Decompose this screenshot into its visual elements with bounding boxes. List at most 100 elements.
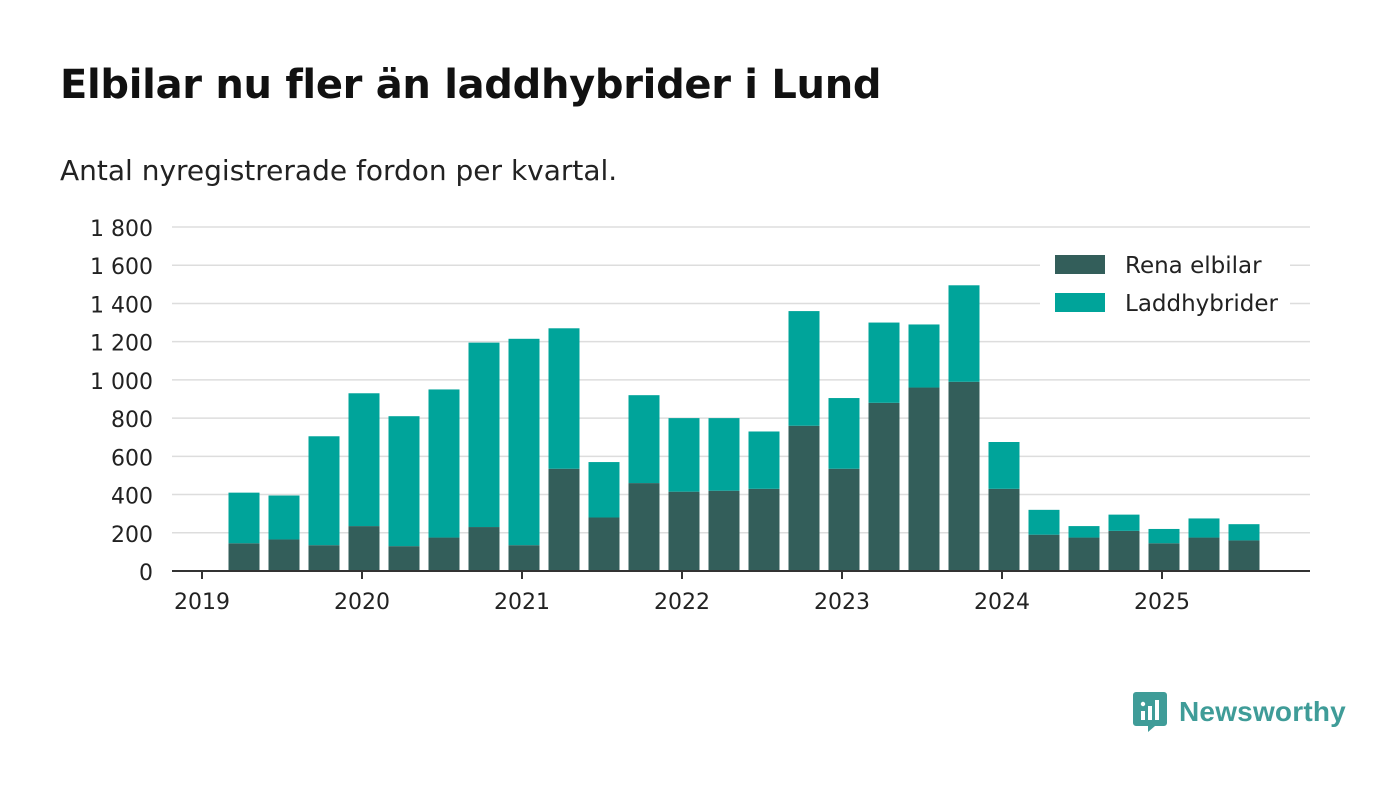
bar-laddhybrider xyxy=(548,328,580,469)
bar-stack xyxy=(348,393,380,571)
bar-laddhybrider xyxy=(588,462,620,518)
y-axis-ticks: 0 200 400 600 800 1 000 1 200 1 400 1 600 1 800 xyxy=(90,217,153,586)
bar-rena-elbilar xyxy=(468,527,500,571)
bar-laddhybrider xyxy=(428,389,460,538)
bar-rena-elbilar xyxy=(348,526,380,571)
bar-rena-elbilar xyxy=(228,543,260,571)
bar-rena-elbilar xyxy=(748,488,780,571)
bar-laddhybrider xyxy=(668,418,700,492)
bar-laddhybrider xyxy=(508,338,540,546)
bar-stack xyxy=(1028,509,1060,571)
brand-logo: Newsworthy xyxy=(1133,692,1346,732)
bar-rena-elbilar xyxy=(628,483,660,571)
bar-stack xyxy=(948,285,980,571)
bar-rena-elbilar xyxy=(308,545,340,571)
bar-laddhybrider xyxy=(708,418,740,491)
bar-rena-elbilar xyxy=(428,537,460,571)
x-tick-label: 2021 xyxy=(494,590,550,615)
bar-laddhybrider xyxy=(1028,509,1060,535)
bar-laddhybrider xyxy=(228,492,260,544)
bar-laddhybrider xyxy=(788,311,820,426)
bar-laddhybrider xyxy=(1188,518,1220,538)
x-tick-label: 2025 xyxy=(1134,590,1190,615)
bar-laddhybrider xyxy=(748,431,780,489)
bar-rena-elbilar xyxy=(588,517,620,571)
bar-rena-elbilar xyxy=(268,539,300,571)
chart-title: Elbilar nu fler än laddhybrider i Lund xyxy=(60,62,882,108)
x-tick-label: 2019 xyxy=(174,590,230,615)
bar-rena-elbilar xyxy=(1068,537,1100,571)
bar-stack xyxy=(1228,524,1260,571)
bar-laddhybrider xyxy=(908,324,940,388)
bar-rena-elbilar xyxy=(828,468,860,571)
bar-rena-elbilar xyxy=(988,488,1020,571)
chart-subtitle: Antal nyregistrerade fordon per kvartal. xyxy=(60,154,618,187)
bar-laddhybrider xyxy=(308,436,340,546)
bar-rena-elbilar xyxy=(388,546,420,571)
bar-rena-elbilar xyxy=(868,402,900,571)
bar-stack xyxy=(868,322,900,571)
x-tick-label: 2024 xyxy=(974,590,1030,615)
bar-stack xyxy=(708,418,740,571)
y-tick-label: 600 xyxy=(111,446,153,471)
bar-stack xyxy=(508,338,540,571)
bar-rena-elbilar xyxy=(508,545,540,571)
y-tick-label: 200 xyxy=(111,523,153,548)
bar-stack xyxy=(308,436,340,571)
bar-laddhybrider xyxy=(828,398,860,469)
bar-stack xyxy=(548,328,580,571)
bar-stack xyxy=(228,492,260,571)
bar-rena-elbilar xyxy=(1228,540,1260,571)
y-tick-label: 400 xyxy=(111,485,153,510)
legend-label: Laddhybrider xyxy=(1125,291,1278,317)
bar-stack xyxy=(588,462,620,571)
bar-stack xyxy=(788,311,820,571)
bar-stack xyxy=(628,395,660,571)
x-tick-label: 2022 xyxy=(654,590,710,615)
legend-swatch xyxy=(1055,293,1105,312)
bar-laddhybrider xyxy=(468,342,500,528)
bar-stack xyxy=(828,398,860,571)
bar-rena-elbilar xyxy=(908,387,940,571)
bar-laddhybrider xyxy=(868,322,900,403)
bar-stack xyxy=(268,495,300,571)
bar-stack xyxy=(428,389,460,571)
brand-name: Newsworthy xyxy=(1179,696,1346,727)
y-tick-label: 0 xyxy=(139,561,153,586)
bar-laddhybrider xyxy=(1228,524,1260,541)
bar-stack xyxy=(388,416,420,571)
y-tick-label: 1 800 xyxy=(90,217,153,242)
y-tick-label: 1 400 xyxy=(90,293,153,318)
x-axis-ticks: 2019 2020 2021 2022 2023 2024 2025 xyxy=(174,571,1190,615)
bar-stack xyxy=(468,342,500,571)
bar-laddhybrider xyxy=(1148,528,1180,544)
y-tick-label: 1 000 xyxy=(90,370,153,395)
bars xyxy=(228,285,1260,571)
bar-laddhybrider xyxy=(268,495,300,540)
bar-laddhybrider xyxy=(348,393,380,527)
bar-stack xyxy=(1068,526,1100,571)
bar-laddhybrider xyxy=(988,442,1020,489)
x-tick-label: 2023 xyxy=(814,590,870,615)
y-tick-label: 1 200 xyxy=(90,332,153,357)
bar-rena-elbilar xyxy=(1148,543,1180,571)
bar-stack xyxy=(668,418,700,571)
bar-rena-elbilar xyxy=(548,468,580,571)
bar-rena-elbilar xyxy=(1108,530,1140,571)
bar-rena-elbilar xyxy=(708,490,740,571)
bar-rena-elbilar xyxy=(948,381,980,571)
bar-laddhybrider xyxy=(1068,526,1100,538)
bar-laddhybrider xyxy=(628,395,660,484)
bar-rena-elbilar xyxy=(788,425,820,571)
bar-rena-elbilar xyxy=(1188,537,1220,571)
bar-stack xyxy=(988,442,1020,571)
x-tick-label: 2020 xyxy=(334,590,390,615)
bar-rena-elbilar xyxy=(668,491,700,571)
bar-laddhybrider xyxy=(1108,514,1140,531)
legend-label: Rena elbilar xyxy=(1125,253,1262,279)
legend-swatch xyxy=(1055,255,1105,274)
bar-stack xyxy=(1148,528,1180,571)
bar-stack xyxy=(748,431,780,571)
bar-stack xyxy=(908,324,940,571)
